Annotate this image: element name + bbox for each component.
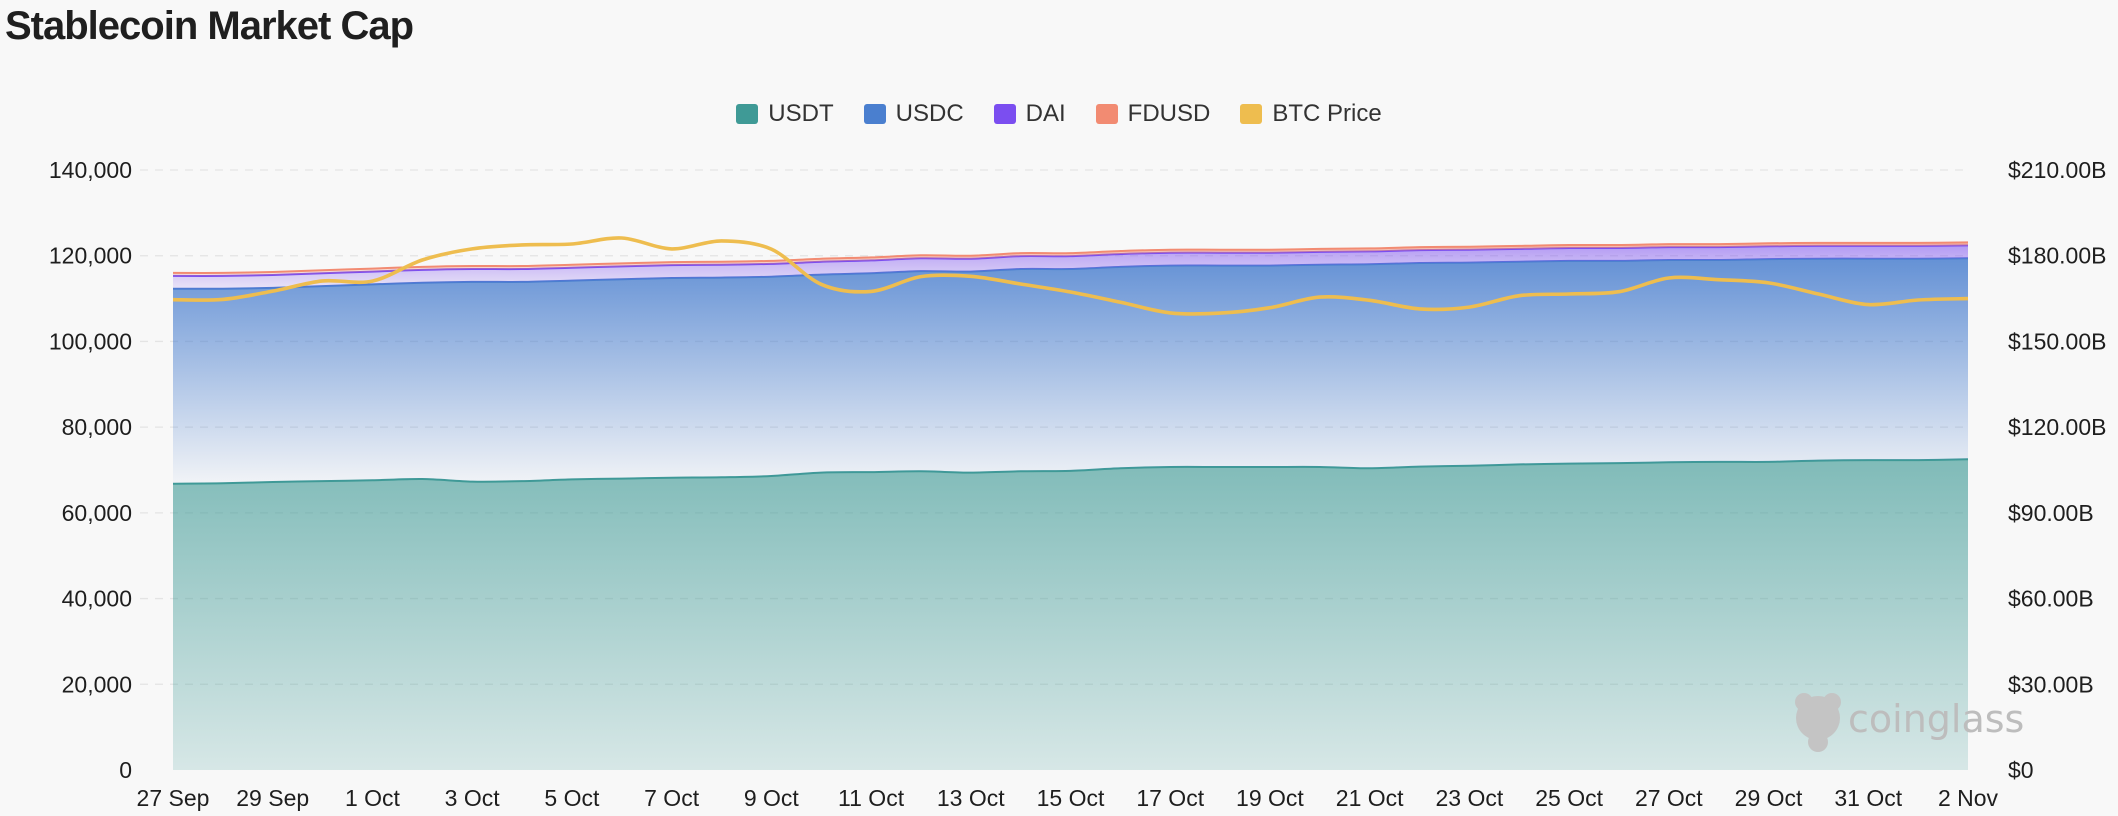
legend-label-usdc: USDC (895, 100, 964, 127)
x-tick-label: 9 Oct (744, 785, 800, 811)
x-tick-label: 21 Oct (1336, 785, 1404, 811)
x-axis: 27 Sep 29 Sep 1 Oct 3 Oct 5 Oct 7 Oct 9 Oct 11 … (137, 785, 1999, 811)
x-tick-label: 25 Oct (1535, 785, 1603, 811)
x-tick-label: 17 Oct (1136, 785, 1204, 811)
legend-swatch-btc-price (1240, 104, 1263, 124)
legend-swatch-usdt (736, 104, 759, 124)
y-right-tick-label: $0 (2008, 757, 2034, 783)
x-tick-label: 27 Sep (137, 785, 210, 811)
y-right-tick-label: $90.00B (2008, 500, 2094, 526)
coinglass-watermark: coinglass (1795, 693, 2024, 752)
x-tick-label: 29 Sep (236, 785, 309, 811)
x-tick-label: 13 Oct (937, 785, 1005, 811)
legend-item-btc-price[interactable]: BTC Price (1240, 100, 1382, 128)
x-tick-label: 11 Oct (838, 785, 905, 811)
x-tick-label: 7 Oct (644, 785, 700, 811)
area-usdt (173, 459, 1968, 770)
y-left-tick-label: 140,000 (49, 157, 132, 183)
y-right-tick-label: $180.00B (2008, 243, 2106, 269)
coinglass-logo-icon (1795, 693, 1841, 752)
area-usdc (173, 258, 1968, 484)
legend-item-usdc[interactable]: USDC (863, 100, 964, 128)
legend-item-fdusd[interactable]: FDUSD (1095, 100, 1211, 128)
y-axis-right: $0 $30.00B $60.00B $90.00B $120.00B $150.00B $… (2008, 157, 2106, 783)
page-title: Stablecoin Market Cap (5, 4, 414, 48)
x-tick-label: 31 Oct (1834, 785, 1902, 811)
legend-label-dai: DAI (1025, 100, 1066, 127)
y-left-tick-label: 120,000 (49, 243, 132, 269)
y-left-tick-label: 20,000 (62, 671, 132, 697)
legend-swatch-dai (993, 104, 1016, 124)
x-tick-label: 5 Oct (544, 785, 600, 811)
legend-swatch-usdc (863, 104, 886, 124)
watermark-text: coinglass (1848, 697, 2024, 741)
y-right-tick-label: $120.00B (2008, 414, 2106, 440)
y-right-tick-label: $60.00B (2008, 586, 2094, 612)
x-tick-label: 15 Oct (1037, 785, 1105, 811)
y-left-tick-label: 40,000 (62, 586, 132, 612)
x-tick-label: 19 Oct (1236, 785, 1304, 811)
legend-label-fdusd: FDUSD (1127, 100, 1211, 127)
area-edge-fdusd (172, 241, 1969, 274)
y-right-tick-label: $150.00B (2008, 328, 2106, 354)
y-left-tick-label: 100,000 (49, 328, 132, 354)
legend-swatch-fdusd (1095, 104, 1118, 124)
btc-price-line-group (172, 236, 1969, 316)
x-tick-label: 3 Oct (445, 785, 501, 811)
y-right-tick-label: $210.00B (2008, 157, 2106, 183)
x-tick-label: 1 Oct (345, 785, 401, 811)
legend-label-usdt: USDT (768, 100, 834, 127)
y-axis-left: 0 20,000 40,000 60,000 80,000 100,000 120,000 1… (49, 157, 132, 783)
chart-legend: USDT USDC DAI FDUSD BTC Price (0, 100, 2118, 128)
y-right-tick-label: $30.00B (2008, 671, 2094, 697)
y-left-tick-label: 0 (119, 757, 132, 783)
legend-item-usdt[interactable]: USDT (736, 100, 834, 128)
area-fdusd (173, 242, 1968, 276)
x-tick-label: 2 Nov (1938, 785, 1999, 811)
area-dai (173, 245, 1968, 289)
x-tick-label: 29 Oct (1735, 785, 1803, 811)
y-left-tick-label: 80,000 (62, 414, 132, 440)
legend-label-btc-price: BTC Price (1272, 100, 1382, 127)
x-tick-label: 23 Oct (1436, 785, 1504, 811)
y-left-tick-label: 60,000 (62, 500, 132, 526)
stacked-areas (172, 241, 1969, 770)
x-tick-label: 27 Oct (1635, 785, 1703, 811)
legend-item-dai[interactable]: DAI (993, 100, 1066, 128)
line-btc-price (172, 236, 1969, 316)
